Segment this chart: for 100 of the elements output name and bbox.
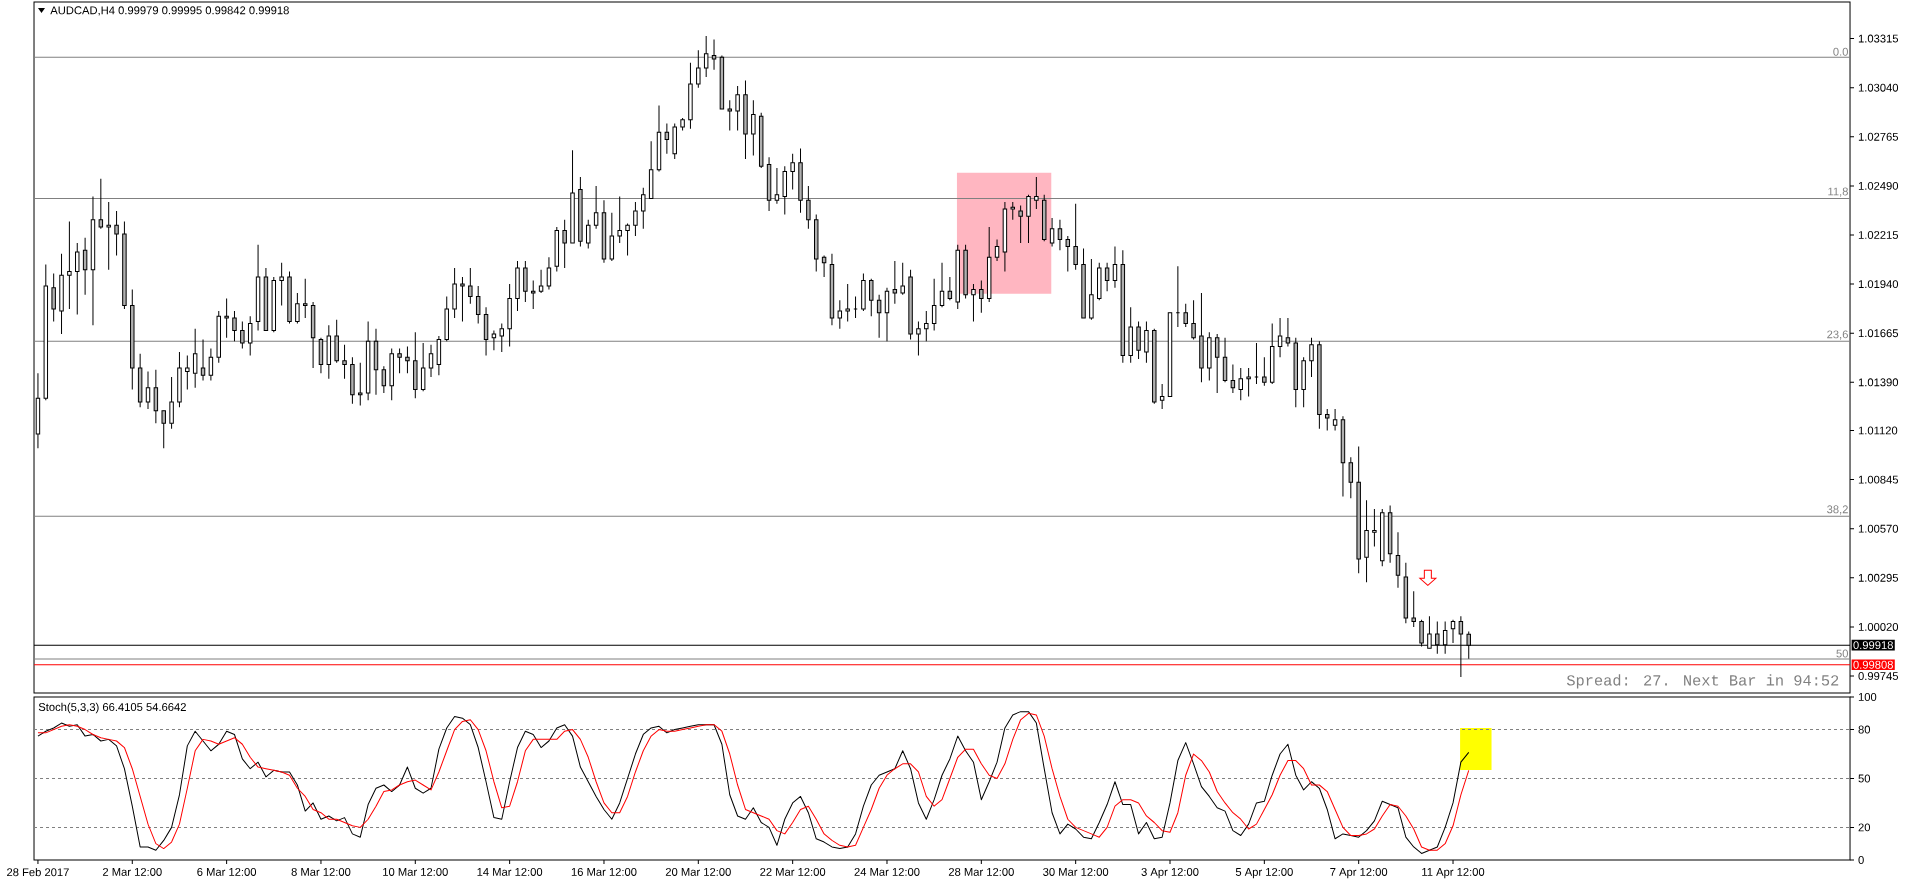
ref-line-label: 0.99918 [1853,641,1893,650]
y-tick-label: 1.00570 [1858,524,1899,533]
candlestick [1262,356,1267,387]
candlestick [397,347,402,374]
candlestick [586,219,591,249]
x-tick-label: 20 Mar 12:00 [665,867,731,876]
x-tick-label: 30 Mar 12:00 [1043,867,1109,876]
candlestick [1057,219,1063,251]
candlestick [1325,408,1330,432]
candlestick [1395,531,1401,589]
candlestick [405,346,410,374]
candlestick [1034,176,1039,210]
x-tick-label: 6 Mar 12:00 [197,867,257,876]
candlestick [67,221,72,310]
candlestick [499,322,504,353]
candlestick [240,321,245,349]
candlestick [994,238,1000,262]
candlestick [161,410,166,449]
candlestick [169,376,174,430]
y-tick-label: 1.00020 [1858,622,1899,631]
chart-title: AUDCAD,H4 0.99979 0.99995 0.99842 0.99918 [50,6,289,16]
annotation: 23,6 [1827,330,1848,340]
candlestick [774,167,780,205]
candlestick [900,262,905,296]
candlestick [562,219,567,269]
candlestick [491,330,497,351]
candlestick [208,347,214,382]
candlestick [224,297,229,339]
candlestick [1332,408,1338,432]
y-tick-label: 1.01665 [1858,329,1899,338]
y-tick-label: 0 [1858,856,1864,864]
candlestick [735,85,740,132]
candlestick [971,283,976,323]
annotation: 38,2 [1827,505,1848,515]
candlestick [468,267,473,305]
x-tick-label: 28 Feb 2017 [7,867,69,877]
candlestick [200,338,206,382]
candlestick [1073,203,1078,271]
candlestick [939,262,945,308]
candlestick [538,269,544,294]
candlestick [609,212,615,262]
candlestick [381,365,387,394]
candlestick [420,342,426,392]
annotation: 11,8 [1828,187,1848,197]
candlestick [869,278,874,317]
chart-title: Stoch(5,3,3) 66.4105 54.6642 [38,702,186,714]
y-tick-label: 1.01390 [1858,378,1899,387]
y-tick-label: 1.00845 [1858,475,1899,484]
y-tick-label: 1.03040 [1858,83,1899,92]
candlestick [664,122,670,155]
candlestick [837,299,843,330]
candlestick [475,285,481,324]
candlestick [924,310,929,342]
candlestick [428,344,434,378]
candlestick [1285,317,1291,348]
x-tick-label: 7 Apr 12:00 [1330,867,1388,879]
candlestick [916,321,921,357]
candlestick [106,201,111,271]
x-tick-label: 11 Apr 12:00 [1422,867,1485,879]
candlestick [1191,299,1196,340]
candlestick [1089,258,1094,321]
candlestick [1136,321,1141,360]
candlestick [460,276,465,323]
y-tick-label: 20 [1858,823,1871,832]
candlestick [947,276,953,301]
candlestick [358,362,363,407]
candlestick [145,371,151,410]
candlestick [98,178,104,230]
candlestick [523,260,528,303]
x-tick-label: 22 Mar 12:00 [760,867,826,876]
candlestick [703,35,709,78]
y-tick-label: 1.02490 [1858,181,1899,190]
y-tick-label: 1.00295 [1858,573,1899,582]
candlestick [1159,383,1165,410]
y-tick-label: 1.02765 [1858,132,1899,141]
candlestick [711,38,717,71]
annotation: 50 [1836,649,1848,658]
candlestick [185,355,190,390]
candlestick [1246,367,1251,398]
candlestick [1277,317,1283,358]
candlestick [279,262,284,307]
candlestick [232,310,237,342]
candlestick [1183,303,1188,328]
candlestick [546,256,552,290]
candlestick [1230,363,1236,394]
candlestick [892,260,898,305]
candlestick [1222,337,1228,383]
candlestick [192,328,198,389]
ref-line-label: 0.99808 [1853,660,1893,669]
candlestick [617,196,622,244]
y-tick-label: 50 [1858,774,1871,783]
candlestick [1144,321,1149,364]
candlestick [342,344,347,380]
candlestick [876,294,882,339]
candlestick [1309,337,1314,378]
candlestick [1065,235,1071,273]
candlestick [247,315,253,357]
y-tick-label: 100 [1858,693,1877,701]
x-tick-label: 5 Apr 12:00 [1235,867,1293,879]
candlestick [641,187,646,230]
